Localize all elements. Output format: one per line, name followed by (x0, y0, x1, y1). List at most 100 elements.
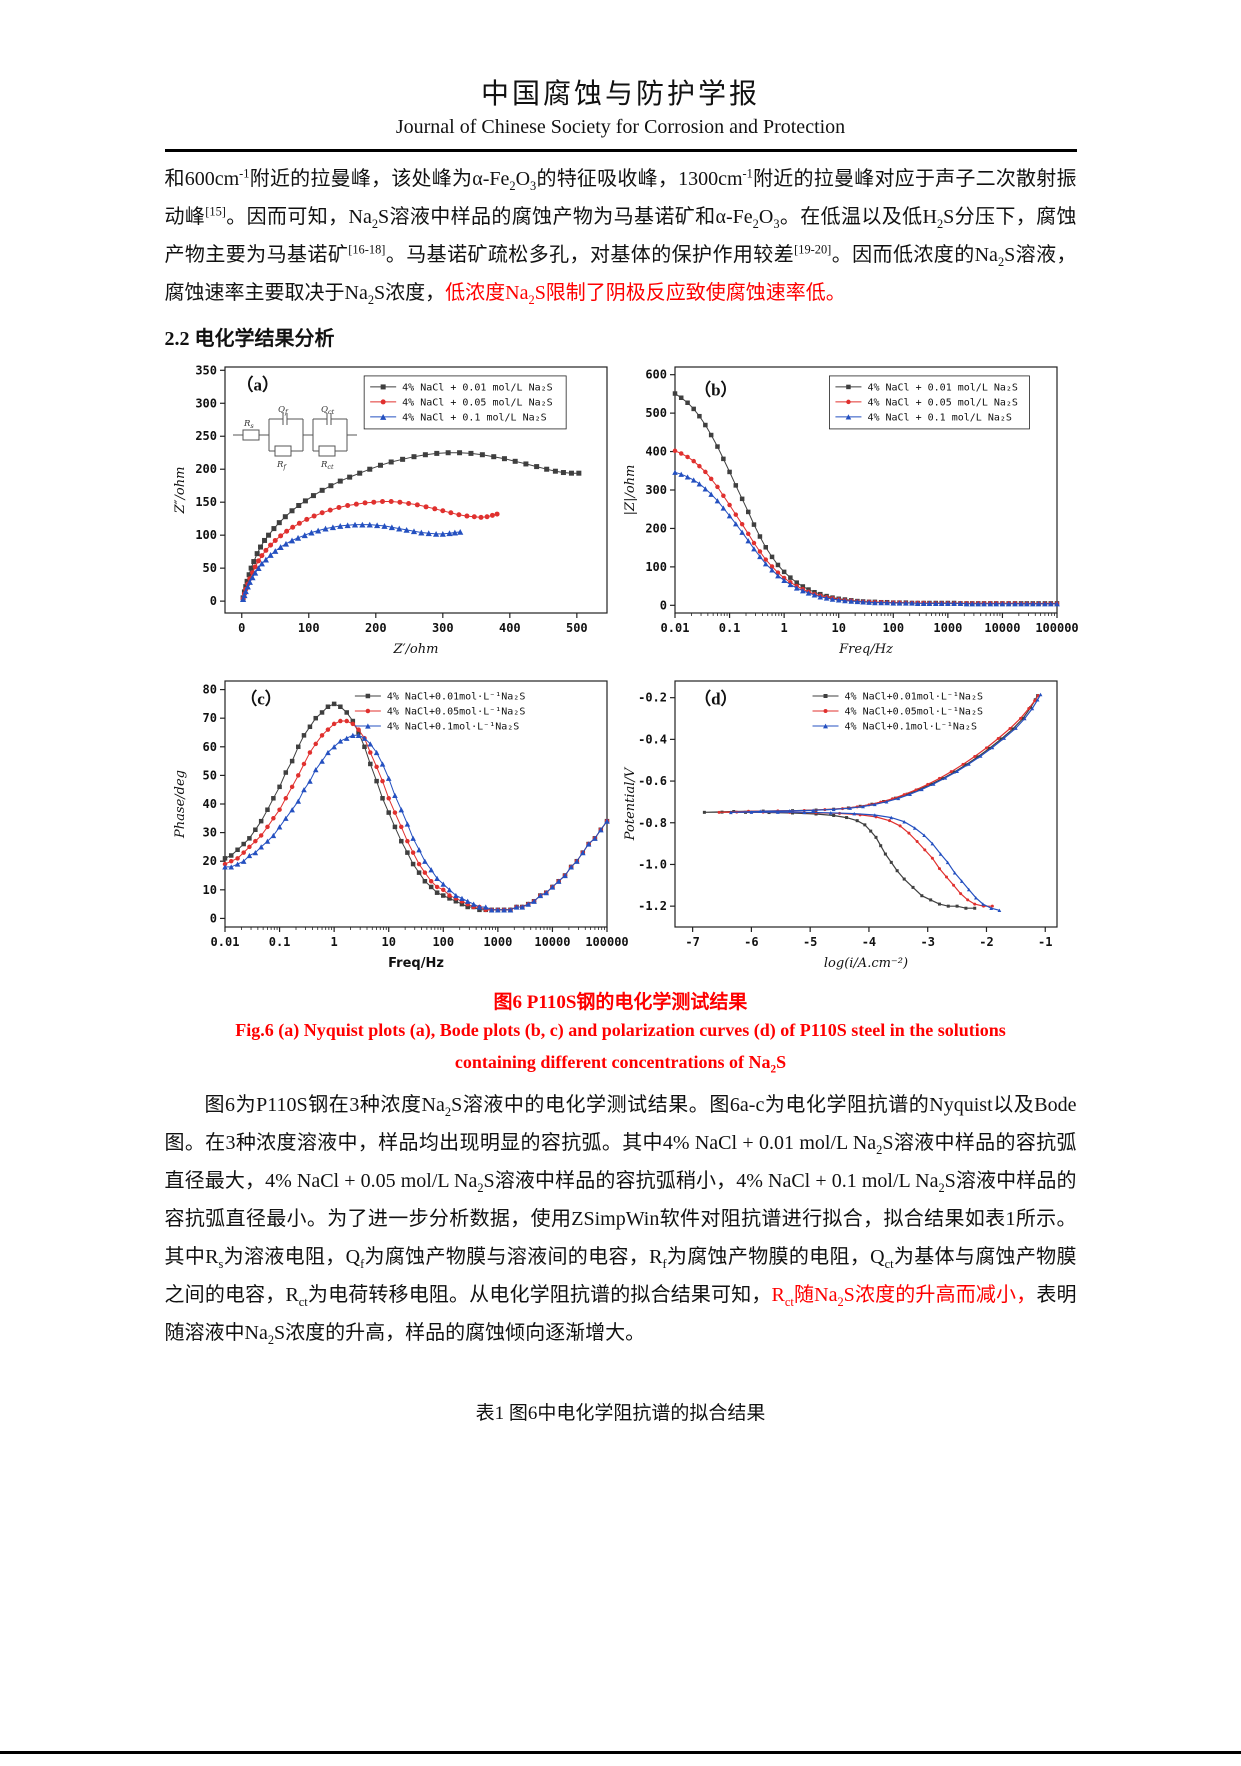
svg-text:40: 40 (202, 797, 216, 811)
svg-text:1: 1 (330, 935, 337, 949)
svg-text:（d）: （d） (694, 688, 737, 708)
svg-text:-1.0: -1.0 (638, 857, 667, 871)
svg-text:100: 100 (195, 528, 217, 542)
chart-bode-impedance: 0.01 0.1 1 10 100 1000 10000 100000 0 100 200 300 40… (621, 357, 1078, 659)
svg-text:50: 50 (202, 768, 216, 782)
svg-text:Qf: Qf (278, 405, 289, 416)
svg-text:Rct: Rct (320, 460, 334, 471)
svg-text:Z′/ohm: Z′/ohm (392, 642, 438, 657)
table-caption: 表1 图6中电化学阻抗谱的拟合结果 (475, 1403, 766, 1424)
svg-text:0: 0 (209, 911, 216, 925)
svg-text:70: 70 (202, 711, 216, 725)
figure-caption-en-line2: containing different concentrations of N… (454, 1052, 787, 1076)
svg-text:-1.2: -1.2 (638, 899, 667, 913)
svg-text:30: 30 (202, 826, 216, 840)
svg-text:4% NaCl+0.01mol·L⁻¹Na₂S: 4% NaCl+0.01mol·L⁻¹Na₂S (844, 692, 982, 703)
chart-a-svg: 0 100 200 300 400 500 0 50 100 150 200 250 300 350 Z′/… (173, 363, 608, 657)
svg-text:-0.8: -0.8 (638, 816, 667, 830)
figure-caption-cn: 图6 P110S钢的电化学测试结果 (493, 992, 748, 1013)
chart-polarization: -7 -6 -5 -4 -3 -2 -1 -1.2 -1.0 -0.8 -0.6 -0.4 -0.2 lo… (621, 671, 1071, 973)
svg-text:-0.4: -0.4 (638, 732, 667, 746)
section-heading: 2.2 电化学结果分析 (164, 328, 335, 350)
svg-text:50: 50 (202, 561, 216, 575)
svg-text:-4: -4 (861, 935, 875, 949)
svg-text:600: 600 (645, 368, 667, 382)
svg-text:20: 20 (202, 854, 216, 868)
svg-text:4% NaCl + 0.1 mol/L Na₂S: 4% NaCl + 0.1 mol/L Na₂S (402, 412, 547, 423)
svg-text:100: 100 (297, 621, 319, 635)
svg-text:（a）: （a） (236, 374, 279, 394)
svg-text:200: 200 (364, 621, 386, 635)
svg-text:1000: 1000 (483, 935, 512, 949)
figure-6: 0 100 200 300 400 500 0 50 100 150 200 250 300 350 Z′/… (171, 357, 1079, 973)
svg-text:-6: -6 (744, 935, 758, 949)
svg-text:4% NaCl+0.1mol·L⁻¹Na₂S: 4% NaCl+0.1mol·L⁻¹Na₂S (844, 722, 976, 733)
svg-text:300: 300 (431, 621, 453, 635)
journal-header: 中国腐蚀与防护学报 Journal of Chinese Society for… (0, 0, 1241, 152)
svg-text:-7: -7 (685, 935, 699, 949)
svg-text:80: 80 (202, 683, 216, 697)
svg-text:4% NaCl+0.01mol·L⁻¹Na₂S: 4% NaCl+0.01mol·L⁻¹Na₂S (386, 692, 524, 703)
svg-text:60: 60 (202, 740, 216, 754)
svg-text:-3: -3 (920, 935, 934, 949)
svg-text:（c）: （c） (240, 688, 282, 708)
svg-text:Phase/deg: Phase/deg (173, 770, 188, 839)
svg-text:500: 500 (645, 406, 667, 420)
svg-text:Potential/V: Potential/V (623, 766, 638, 841)
svg-text:1000: 1000 (933, 621, 962, 635)
paragraph-2: 图6为P110S钢在3种浓度Na2S溶液中的电化学测试结果。图6a-c为电化学阻… (164, 1094, 1077, 1347)
svg-text:200: 200 (195, 462, 217, 476)
svg-text:100000: 100000 (1035, 621, 1078, 635)
svg-text:200: 200 (645, 521, 667, 535)
journal-title-cn: 中国腐蚀与防护学报 (480, 79, 760, 110)
svg-text:10: 10 (202, 883, 216, 897)
svg-text:4% NaCl + 0.1 mol/L Na₂S: 4% NaCl + 0.1 mol/L Na₂S (867, 412, 1012, 423)
svg-text:0.1: 0.1 (268, 935, 290, 949)
svg-text:150: 150 (195, 495, 217, 509)
svg-text:-0.2: -0.2 (638, 691, 667, 705)
svg-text:4% NaCl+0.05mol·L⁻¹Na₂S: 4% NaCl+0.05mol·L⁻¹Na₂S (844, 707, 982, 718)
chart-b-svg: 0.01 0.1 1 10 100 1000 10000 100000 0 100 200 300 40… (623, 366, 1078, 657)
svg-text:（b）: （b） (694, 379, 737, 399)
svg-text:log(i/A.cm⁻²): log(i/A.cm⁻²) (823, 956, 907, 971)
svg-text:250: 250 (195, 429, 217, 443)
svg-text:4% NaCl + 0.01 mol/L Na₂S: 4% NaCl + 0.01 mol/L Na₂S (867, 382, 1018, 393)
svg-text:300: 300 (645, 483, 667, 497)
svg-text:Freq/Hz: Freq/Hz (838, 642, 893, 657)
header-rule (164, 149, 1077, 152)
svg-text:Qct: Qct (321, 405, 335, 416)
figure-caption-en-line1: Fig.6 (a) Nyquist plots (a), Bode plots … (235, 1020, 1006, 1040)
svg-text:10000: 10000 (984, 621, 1020, 635)
journal-title-en: Journal of Chinese Society for Corrosion… (395, 116, 846, 138)
svg-text:0.01: 0.01 (210, 935, 239, 949)
svg-text:Rs: Rs (243, 419, 254, 430)
svg-text:350: 350 (195, 363, 217, 377)
svg-text:0.01: 0.01 (660, 621, 689, 635)
svg-text:0: 0 (659, 598, 666, 612)
svg-text:Freq/Hz: Freq/Hz (388, 956, 444, 971)
svg-text:10: 10 (831, 621, 845, 635)
svg-text:300: 300 (195, 396, 217, 410)
page-content: 和600cm-1附近的拉曼峰，该处峰为α-Fe2O3的特征吸收峰，1300cm-… (164, 160, 1079, 1425)
svg-text:Z″/ohm: Z″/ohm (173, 467, 188, 515)
svg-text:4% NaCl + 0.05 mol/L Na₂S: 4% NaCl + 0.05 mol/L Na₂S (402, 397, 553, 408)
chart-c-svg: 0.01 0.1 1 10 100 1000 10000 100000 0 10 20 30 40 50 6… (173, 680, 628, 971)
svg-text:10: 10 (381, 935, 395, 949)
svg-text:-1: -1 (1038, 935, 1052, 949)
svg-text:400: 400 (498, 621, 520, 635)
svg-text:100: 100 (432, 935, 454, 949)
svg-text:0: 0 (238, 621, 245, 635)
chart-nyquist: 0 100 200 300 400 500 0 50 100 150 200 250 300 350 Z′/… (171, 357, 621, 659)
svg-text:10000: 10000 (534, 935, 570, 949)
chart-bode-phase: 0.01 0.1 1 10 100 1000 10000 100000 0 10 20 30 40 50 6… (171, 671, 628, 973)
chart-d-svg: -7 -6 -5 -4 -3 -2 -1 -1.2 -1.0 -0.8 -0.6 -0.4 -0.2 lo… (623, 680, 1058, 971)
svg-text:Rf: Rf (276, 460, 287, 471)
svg-text:100: 100 (645, 560, 667, 574)
svg-text:4% NaCl+0.1mol·L⁻¹Na₂S: 4% NaCl+0.1mol·L⁻¹Na₂S (386, 722, 518, 733)
svg-text:1: 1 (780, 621, 787, 635)
svg-text:-0.6: -0.6 (638, 774, 667, 788)
svg-text:500: 500 (565, 621, 587, 635)
page-bottom-rule (0, 1751, 1241, 1754)
svg-text:4% NaCl + 0.01 mol/L Na₂S: 4% NaCl + 0.01 mol/L Na₂S (402, 382, 553, 393)
